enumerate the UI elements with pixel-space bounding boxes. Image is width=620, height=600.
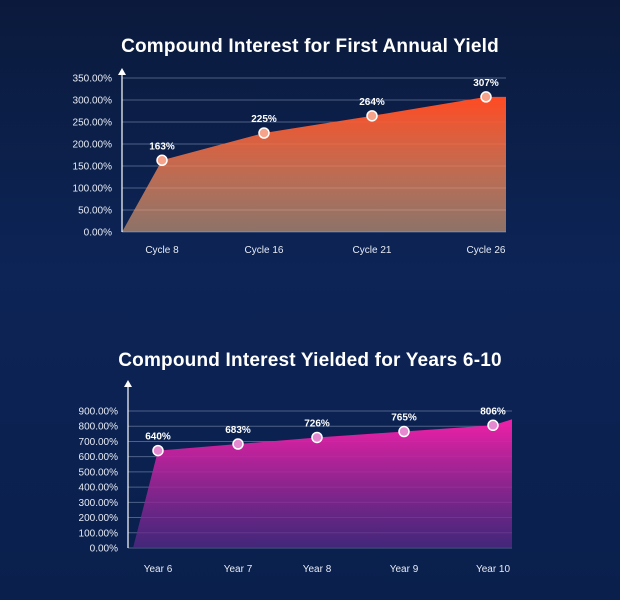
data-label: 806% <box>480 406 506 417</box>
y-tick-label: 900.00% <box>79 407 119 418</box>
chart-title: Compound Interest for First Annual Yield <box>121 36 499 57</box>
y-tick-label: 700.00% <box>79 437 119 448</box>
data-label: 264% <box>359 97 385 108</box>
area-fill <box>122 96 506 232</box>
x-tick-label: Year 10 <box>476 564 511 575</box>
x-tick-label: Year 9 <box>390 564 419 575</box>
data-label: 640% <box>145 432 171 443</box>
data-label: 683% <box>225 425 251 436</box>
x-tick-label: Cycle 8 <box>145 245 179 256</box>
data-point <box>398 425 410 438</box>
x-tick-label: Year 8 <box>303 564 332 575</box>
y-tick-label: 250.00% <box>73 118 113 129</box>
y-tick-label: 0.00% <box>90 544 118 555</box>
y-tick-label: 800.00% <box>79 422 119 433</box>
y-tick-label: 100.00% <box>73 184 113 195</box>
area-chart-first-annual-yield: 0.00% 50.00% 100.00% 150.00% 200.00% 250.00% 3… <box>73 68 506 256</box>
chart-title: Compound Interest Yielded for Years 6-10 <box>118 350 502 371</box>
data-point <box>487 419 499 432</box>
y-tick-label: 50.00% <box>78 206 112 217</box>
x-tick-label: Cycle 26 <box>467 245 506 256</box>
y-tick-label: 300.00% <box>79 498 119 509</box>
chart-panel-first-annual-yield: 0.00% 50.00% 100.00% 150.00% 200.00% 250.00% 3… <box>0 0 620 290</box>
data-label: 225% <box>251 114 277 125</box>
y-tick-label: 200.00% <box>73 140 113 151</box>
x-tick-label: Cycle 16 <box>245 245 284 256</box>
data-label: 307% <box>473 78 499 89</box>
area-chart-years-6-10: 0.00% 100.00% 200.00% 300.00% 400.00% 500.00%… <box>79 380 512 575</box>
y-tick-label: 400.00% <box>79 483 119 494</box>
x-tick-label: Cycle 21 <box>353 245 392 256</box>
y-tick-label: 150.00% <box>73 162 113 173</box>
y-tick-label: 100.00% <box>79 528 119 539</box>
data-label: 765% <box>391 413 417 424</box>
data-label: 163% <box>149 141 175 152</box>
data-point <box>480 91 492 103</box>
x-tick-label: Year 7 <box>224 564 253 575</box>
y-tick-label: 200.00% <box>79 513 119 524</box>
area-fill <box>133 419 512 548</box>
data-point <box>258 127 270 139</box>
data-point <box>366 110 378 122</box>
data-point <box>311 431 323 444</box>
data-point <box>152 444 164 457</box>
y-axis-arrow-icon <box>124 380 132 387</box>
chart-panel-years-6-10: 0.00% 100.00% 200.00% 300.00% 400.00% 500.00%… <box>0 340 620 600</box>
data-label: 726% <box>304 418 330 429</box>
data-point <box>232 438 244 450</box>
y-tick-label: 300.00% <box>73 96 113 107</box>
y-tick-label: 350.00% <box>73 74 113 85</box>
x-tick-label: Year 6 <box>144 564 173 575</box>
y-tick-label: 500.00% <box>79 467 119 478</box>
y-axis-arrow-icon <box>118 68 126 75</box>
y-tick-label: 0.00% <box>84 228 112 239</box>
data-point <box>156 154 168 167</box>
y-tick-label: 600.00% <box>79 452 119 463</box>
